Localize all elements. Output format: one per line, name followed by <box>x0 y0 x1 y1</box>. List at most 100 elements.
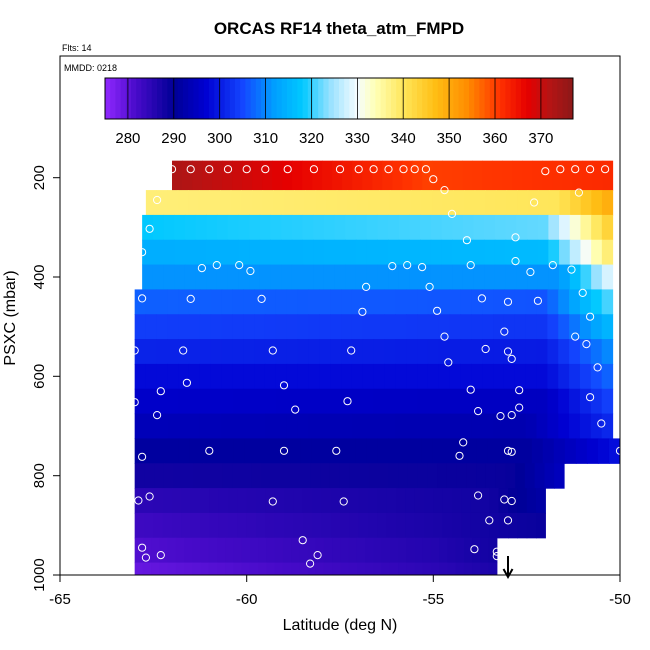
colorbar-segment <box>125 78 132 119</box>
heatmap-cell <box>377 239 389 266</box>
heatmap-cell <box>342 160 353 191</box>
colorbar-segment <box>422 78 428 119</box>
heatmap-cell <box>243 413 255 440</box>
heatmap-cell <box>243 289 255 315</box>
heatmap-cell <box>145 413 157 440</box>
colorbar-segment <box>443 78 449 119</box>
heatmap-cell <box>244 438 257 464</box>
observation-point <box>138 452 147 461</box>
observation-point <box>440 332 449 341</box>
heatmap-cell <box>442 190 455 216</box>
heatmap-cell <box>232 160 243 191</box>
heatmap-cell <box>544 463 555 489</box>
heatmap-cell <box>232 363 244 390</box>
heatmap-cell <box>153 512 164 539</box>
heatmap-cell <box>238 239 250 266</box>
heatmap-cell <box>323 214 336 241</box>
heatmap-cell <box>362 413 375 440</box>
observation-point <box>153 195 162 205</box>
position-arrow <box>502 556 514 580</box>
heatmap-cell <box>200 537 210 564</box>
heatmap-cell <box>162 512 173 539</box>
heatmap-cell <box>358 512 369 539</box>
heatmap-cell <box>527 239 539 266</box>
heatmap-cell <box>200 438 213 464</box>
heatmap-cell <box>372 160 383 191</box>
heatmap-cell <box>597 438 610 464</box>
observation-point <box>503 297 513 306</box>
heatmap-cell <box>373 388 386 415</box>
heatmap-cell <box>190 488 201 514</box>
heatmap-cell <box>243 339 255 365</box>
heatmap-cell <box>452 264 464 291</box>
observation-point <box>507 546 516 555</box>
heatmap-cell <box>414 562 424 575</box>
heatmap-cell <box>422 537 432 564</box>
observation-point <box>399 165 408 174</box>
colorbar-segment <box>365 78 371 119</box>
heatmap-cell <box>310 463 321 489</box>
observation-point <box>313 551 322 560</box>
heatmap-cell <box>145 314 157 340</box>
heatmap-cell <box>134 413 147 440</box>
heatmap-cell <box>427 463 438 489</box>
observation-point <box>332 446 341 455</box>
heatmap-cell <box>608 438 620 464</box>
heatmap-cell <box>264 339 277 365</box>
heatmap-cell <box>531 438 544 464</box>
heatmap-cell <box>466 463 477 489</box>
heatmap-cell <box>348 562 358 575</box>
observation-point <box>481 344 490 354</box>
heatmap-cell <box>384 388 396 415</box>
heatmap-cell <box>153 488 164 514</box>
y-axis: 200 400 600 800 1000 <box>31 165 60 592</box>
heatmap-cell <box>488 562 498 575</box>
heatmap-cell <box>238 214 250 241</box>
heatmap-cell <box>456 463 468 489</box>
heatmap-cell <box>485 190 497 216</box>
heatmap-cell <box>190 512 201 539</box>
colorbar-segment <box>469 78 475 119</box>
heatmap-cell <box>516 214 528 241</box>
heatmap-cell <box>502 160 514 191</box>
heatmap-cell <box>267 438 279 464</box>
heatmap-cell <box>602 160 614 191</box>
heatmap-cell <box>536 314 548 340</box>
colorbar-segment <box>167 78 174 119</box>
colorbar-segment <box>427 78 434 119</box>
heatmap-cell <box>308 289 320 315</box>
heatmap-cell <box>424 488 434 514</box>
heatmap-cell <box>145 363 157 390</box>
heatmap-cell <box>570 190 582 216</box>
colorbar-tick-label: 350 <box>437 130 462 147</box>
heatmap-cell <box>152 214 165 241</box>
colorbar-segment <box>110 78 116 119</box>
heatmap-cell <box>430 239 443 266</box>
heatmap-cell <box>433 512 444 539</box>
heatmap-cell <box>470 488 481 514</box>
heatmap-cell <box>332 160 343 191</box>
heatmap-cell <box>424 512 434 539</box>
heatmap-cell <box>514 413 527 440</box>
heatmap-cell <box>233 438 246 464</box>
observation-point <box>503 347 513 356</box>
heatmap-cell <box>249 264 261 291</box>
flights-note: Flts: 14 <box>62 43 92 53</box>
heatmap-cell <box>356 562 366 575</box>
heatmap-cell <box>256 488 266 514</box>
heatmap-cell <box>547 388 559 415</box>
heatmap-cell <box>508 512 518 539</box>
heatmap-cell <box>427 289 440 315</box>
colorbar-tick-label: 310 <box>253 130 278 147</box>
colorbar-tick-label: 360 <box>482 130 507 147</box>
colorbar-tick-label: 330 <box>345 130 370 147</box>
heatmap-cell <box>192 562 202 575</box>
heatmap-cell <box>222 438 235 464</box>
heatmap-cell <box>184 264 197 291</box>
heatmap-cell <box>362 289 375 315</box>
heatmap-cell <box>417 314 429 340</box>
heatmap-cell <box>460 413 472 440</box>
colorbar-segment <box>297 78 304 119</box>
heatmap-cell <box>225 537 235 564</box>
heatmap-cell <box>193 463 204 489</box>
